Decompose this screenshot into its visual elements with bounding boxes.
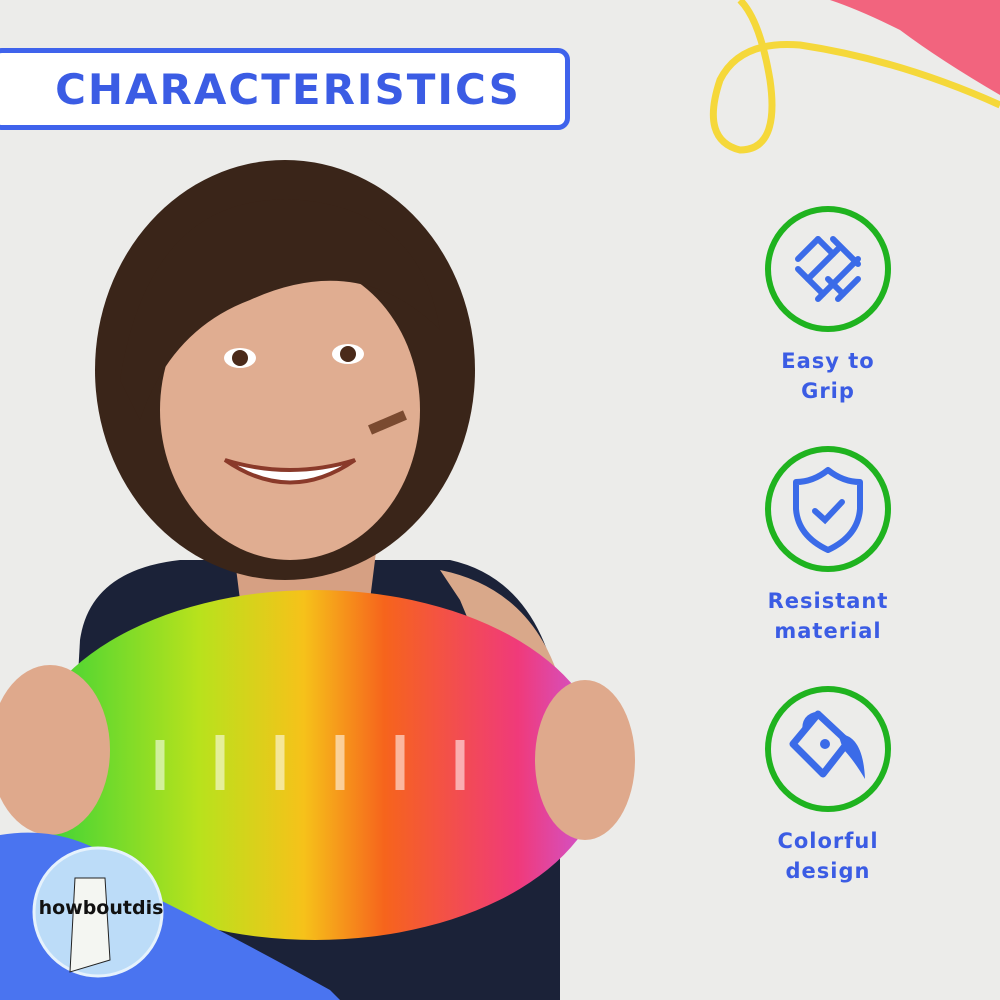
- feature-label-line1: Easy to: [781, 349, 875, 373]
- right-hand: [535, 680, 635, 840]
- feature-label-line1: Resistant: [767, 589, 889, 613]
- hair-fringe: [120, 199, 440, 420]
- pink-blob: [830, 0, 1000, 95]
- face: [160, 260, 420, 560]
- title-banner: CHARACTERISTICS: [0, 48, 570, 130]
- feature-label-line2: material: [774, 619, 882, 643]
- feature-easy-grip: Easy to Grip: [740, 206, 916, 406]
- paint-bucket-icon: [765, 686, 891, 812]
- football: [25, 590, 605, 940]
- page-title: CHARACTERISTICS: [55, 64, 521, 114]
- feature-label-line1: Colorful: [777, 829, 879, 853]
- yellow-swirl: [709, 0, 1000, 154]
- feature-resistant-material: Resistant material: [740, 446, 916, 646]
- feature-label-line2: Grip: [801, 379, 855, 403]
- left-hand: [0, 665, 110, 835]
- feature-label-line2: design: [785, 859, 871, 883]
- woven-grip-icon: [765, 206, 891, 332]
- smile: [223, 458, 357, 485]
- feature-colorful-design: Colorful design: [740, 686, 916, 886]
- shield-check-icon: [765, 446, 891, 572]
- logo-text: howboutdis: [38, 897, 164, 919]
